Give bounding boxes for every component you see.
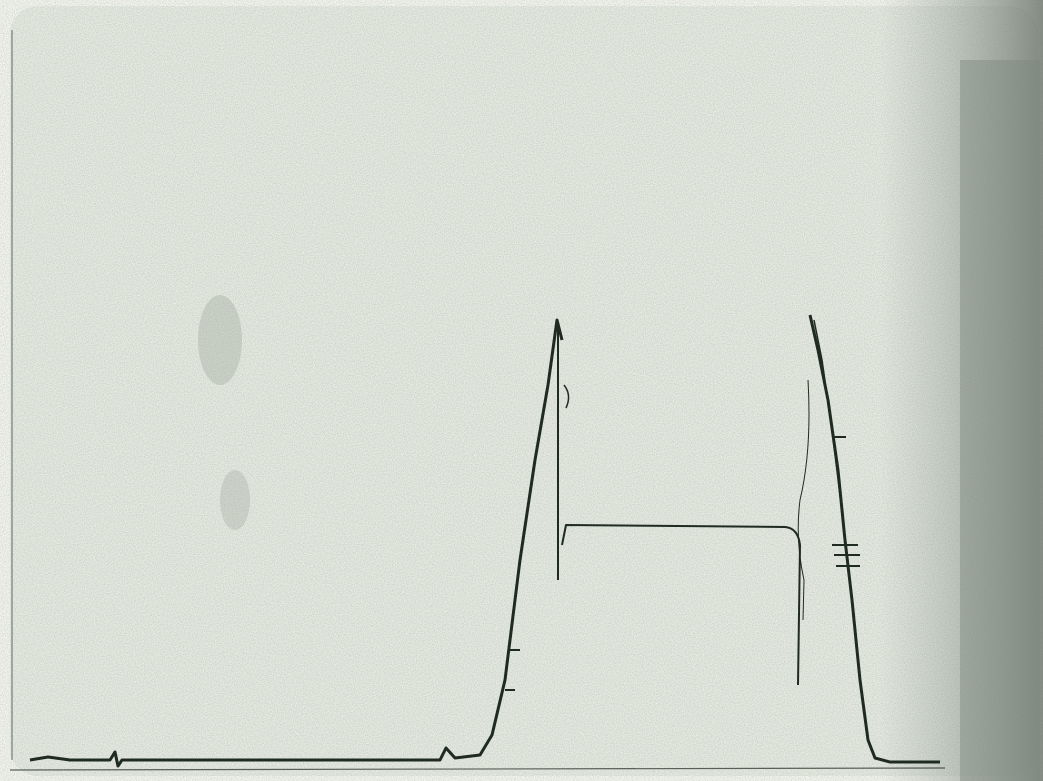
bottom-rule <box>9 767 946 771</box>
trace-plateau <box>557 322 801 686</box>
trace-loop <box>563 384 570 409</box>
trace-left-peak <box>29 318 564 768</box>
dark-edge <box>880 0 1043 781</box>
dark-strip <box>960 60 1040 781</box>
trace-right-double <box>813 319 844 521</box>
smudge <box>220 470 250 530</box>
traces <box>9 314 946 771</box>
trace-ticks <box>505 436 860 691</box>
trace-thin <box>797 379 810 621</box>
smudge <box>198 295 242 385</box>
